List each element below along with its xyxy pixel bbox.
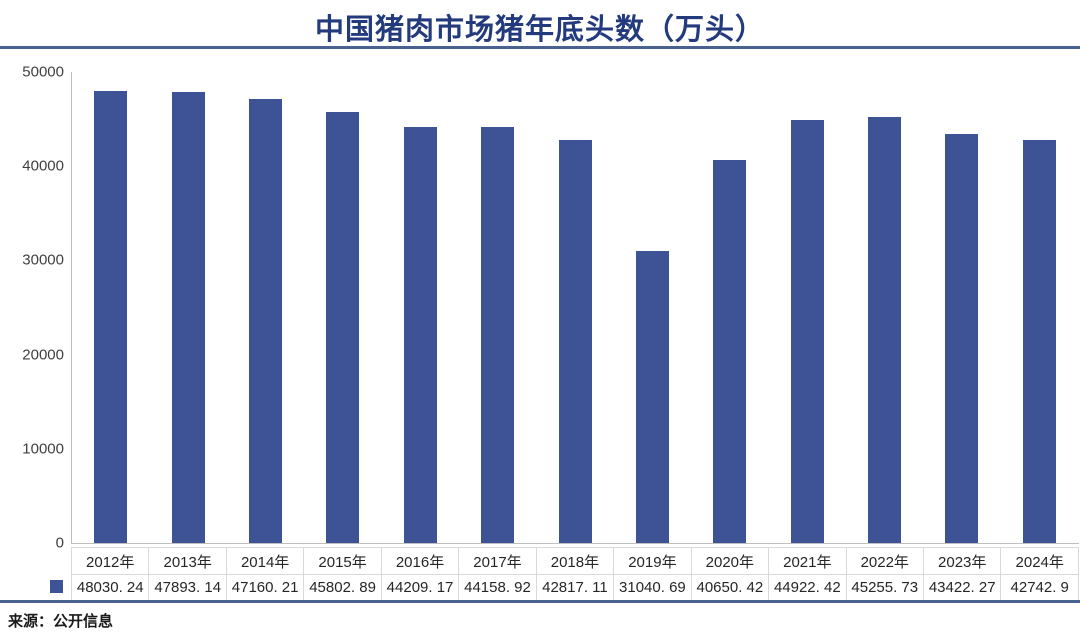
- year-cell: 2021年: [768, 547, 847, 575]
- y-tick-label: 10000: [22, 440, 64, 458]
- year-cell: 2022年: [845, 547, 924, 575]
- source-note: 来源：公开信息: [8, 613, 114, 630]
- bar-2012年: [94, 90, 128, 543]
- value-row: 48030. 24 47893. 14 47160. 21 45802. 89 4420…: [70, 574, 1079, 601]
- y-tick-label: 0: [55, 534, 64, 552]
- year-cell: 2014年: [225, 547, 305, 575]
- value-cell: 44158. 92: [458, 574, 537, 601]
- bottom-divider-rule: [0, 600, 1080, 603]
- value-cell: 44922. 42: [768, 574, 847, 601]
- year-cell: 2018年: [535, 547, 615, 575]
- year-cell: 2024年: [1000, 547, 1079, 575]
- value-cell: 42817. 11: [535, 574, 615, 601]
- value-cell: 47160. 21: [225, 574, 305, 601]
- bar-2021年: [790, 119, 824, 543]
- year-cell: 2015年: [303, 547, 382, 575]
- bar-2024年: [1022, 140, 1056, 543]
- bar-2017年: [481, 127, 515, 543]
- value-cell: 48030. 24: [70, 574, 150, 601]
- data-table: 2012年 2013年 2014年 2015年 2016年 2017年 2018年 2019年…: [70, 547, 1079, 601]
- year-cell: 2020年: [690, 547, 770, 575]
- value-cell: 31040. 69: [613, 574, 692, 601]
- value-cell: 45802. 89: [303, 574, 382, 601]
- year-cell: 2013年: [148, 547, 227, 575]
- y-tick-label: 40000: [22, 157, 64, 175]
- bar-2018年: [558, 139, 592, 543]
- year-cell: 2017年: [458, 547, 537, 575]
- value-cell: 40650. 42: [690, 574, 770, 601]
- bar-2014年: [248, 98, 282, 543]
- y-tick-label: 20000: [22, 346, 64, 364]
- bar-2013年: [171, 91, 205, 543]
- y-tick-label: 50000: [22, 63, 64, 81]
- year-cell: 2016年: [380, 547, 460, 575]
- legend-square-icon: [50, 580, 63, 593]
- top-divider-rule: [0, 46, 1080, 49]
- value-cell: 44209. 17: [380, 574, 460, 601]
- bar-2019年: [635, 250, 669, 543]
- value-cell: 45255. 73: [845, 574, 924, 601]
- y-axis-line: [71, 72, 72, 544]
- bar-2016年: [403, 126, 437, 543]
- bar-2022年: [868, 116, 902, 543]
- y-tick-label: 30000: [22, 251, 64, 269]
- year-cell: 2023年: [922, 547, 1002, 575]
- bar-2020年: [713, 160, 747, 543]
- year-header-row: 2012年 2013年 2014年 2015年 2016年 2017年 2018年 2019年…: [70, 547, 1079, 575]
- x-axis-line: [71, 543, 1079, 544]
- bar-2015年: [326, 111, 360, 543]
- year-cell: 2019年: [613, 547, 692, 575]
- value-cell: 42742. 9: [1000, 574, 1079, 601]
- value-cell: 47893. 14: [148, 574, 227, 601]
- year-cell: 2012年: [70, 547, 150, 575]
- chart-title: 中国猪肉市场猪年底头数（万头）: [314, 14, 765, 46]
- value-cell: 43422. 27: [922, 574, 1002, 601]
- bar-2023年: [945, 133, 979, 543]
